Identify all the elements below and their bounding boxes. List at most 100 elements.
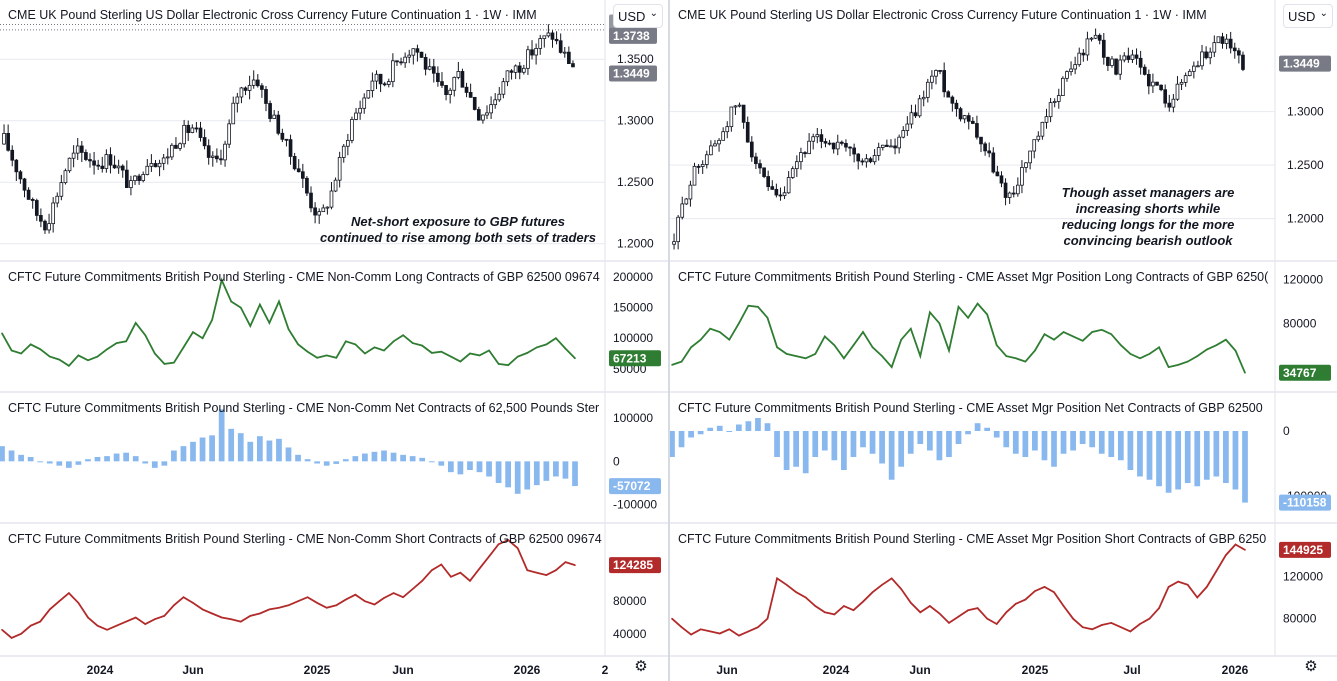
bar — [1127, 431, 1134, 470]
candle-body — [827, 142, 832, 145]
line-point — [709, 630, 711, 633]
line-point — [957, 306, 960, 308]
candle-body — [1142, 66, 1147, 75]
candle-body — [124, 169, 129, 189]
line-point — [478, 354, 481, 357]
candle-body — [1007, 192, 1012, 198]
bar — [850, 431, 857, 457]
bar — [755, 418, 761, 431]
candle-body — [550, 32, 555, 40]
candle-body — [554, 38, 559, 42]
candle-body — [14, 159, 19, 173]
line-point — [948, 349, 950, 352]
left-chart-panel[interactable]: 1.2000 1.2500 1.3000 1.3500 CME UK Pound Ste… — [0, 0, 668, 681]
y-tick-label: 1.2500 — [1287, 158, 1324, 172]
candle-body — [1220, 36, 1225, 44]
candle-body — [995, 171, 1000, 177]
candle-body — [868, 158, 873, 163]
line-point — [1081, 626, 1084, 628]
candle-body — [1212, 42, 1217, 53]
line-point — [249, 325, 252, 327]
candle-body — [979, 136, 983, 145]
line-point — [948, 622, 950, 624]
bar — [1108, 431, 1115, 457]
bar — [936, 431, 943, 461]
line-point — [411, 342, 414, 344]
line-point — [278, 300, 280, 303]
y-tick-label: 1.3000 — [617, 114, 654, 128]
candle-body — [18, 171, 23, 180]
bar — [8, 450, 15, 462]
bar — [1079, 431, 1086, 444]
line-point — [297, 600, 299, 603]
bar — [0, 446, 5, 462]
bar — [965, 431, 971, 435]
line-point — [1072, 335, 1074, 338]
candle-body — [427, 66, 432, 70]
line-point — [115, 624, 118, 627]
line-point — [536, 571, 538, 574]
gear-icon[interactable]: ⚙ — [634, 658, 648, 675]
candle-body — [419, 51, 424, 58]
candle-body — [848, 146, 852, 149]
candle-body — [337, 157, 342, 181]
bar — [697, 431, 704, 435]
line-point — [785, 353, 788, 355]
line-point — [545, 574, 548, 576]
candle-body — [991, 152, 996, 173]
right-chart-panel[interactable]: 1.2000 1.2500 1.3000 CME UK Pound Sterling … — [670, 0, 1337, 681]
line-point — [1034, 590, 1036, 592]
line-point — [1244, 549, 1246, 551]
bar — [161, 461, 168, 466]
candle-body — [497, 93, 502, 101]
line-point — [804, 357, 807, 360]
candle-body — [917, 98, 922, 117]
line-point — [278, 606, 280, 609]
candle-body — [51, 202, 55, 225]
candle-body — [1061, 77, 1065, 96]
line-point — [1062, 605, 1065, 607]
candle-body — [770, 186, 775, 190]
line-point — [574, 357, 576, 360]
line-point — [125, 340, 127, 343]
line-point — [173, 604, 175, 607]
candle-body — [909, 112, 914, 125]
line-point — [354, 343, 357, 346]
pane-title: CFTC Future Commitments British Pound St… — [8, 401, 599, 415]
candle-body — [1126, 55, 1131, 60]
panel-divider[interactable] — [668, 0, 670, 681]
candlestick-series — [672, 28, 1245, 250]
bar — [1146, 431, 1153, 480]
line-point — [497, 363, 500, 365]
candle-body — [288, 139, 293, 157]
currency-selector[interactable]: USD ⌄ — [1283, 4, 1333, 28]
line-point — [392, 592, 395, 594]
line-point — [68, 592, 70, 594]
line-point — [325, 354, 328, 357]
line-point — [1053, 338, 1055, 341]
candle-body — [30, 199, 35, 201]
bar — [409, 456, 416, 462]
line-point — [306, 350, 309, 353]
candle-body — [721, 131, 725, 141]
line-point — [1100, 624, 1103, 626]
gear-icon[interactable]: ⚙ — [1304, 658, 1318, 675]
candle-body — [676, 216, 680, 243]
bar — [688, 431, 694, 438]
candle-body — [1228, 38, 1233, 49]
line-point — [306, 596, 309, 598]
bar — [764, 423, 771, 431]
currency-selector[interactable]: USD ⌄ — [613, 4, 663, 28]
candle-body — [1204, 51, 1208, 59]
candle-body — [717, 139, 721, 145]
bar — [113, 453, 120, 462]
candle-body — [243, 87, 248, 91]
candle-body — [1106, 56, 1110, 66]
line-point — [536, 346, 538, 349]
line-point — [766, 316, 769, 319]
x-tick-label: 2026 — [514, 663, 541, 677]
candle-body — [161, 157, 166, 164]
line-point — [1110, 333, 1113, 336]
line-point — [824, 611, 826, 614]
